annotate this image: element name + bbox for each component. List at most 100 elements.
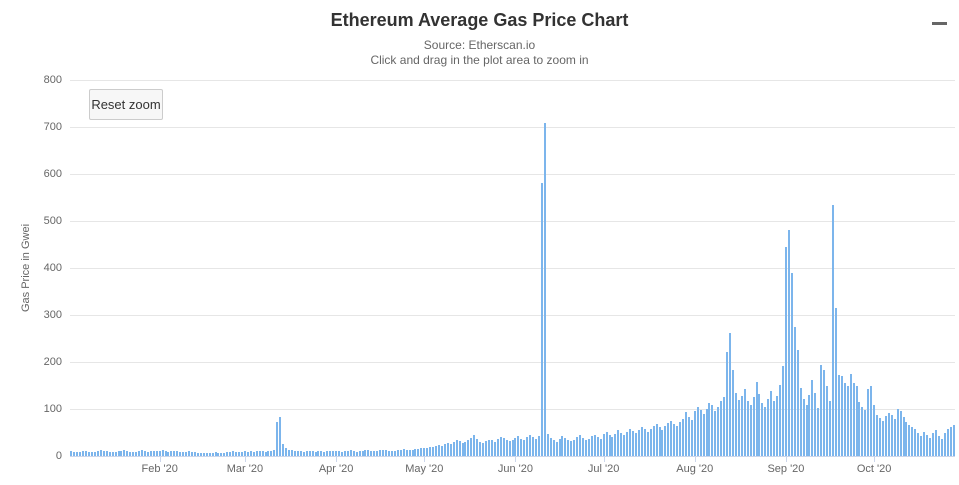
gas-price-bar[interactable] [235, 451, 238, 456]
gas-price-bar[interactable] [91, 452, 94, 456]
gas-price-bar[interactable] [308, 450, 311, 456]
gas-price-bar[interactable] [346, 450, 349, 456]
gas-price-bar[interactable] [252, 451, 255, 456]
gas-price-bar[interactable] [817, 407, 820, 456]
gas-price-bar[interactable] [649, 429, 652, 456]
gas-price-bar[interactable] [911, 426, 914, 456]
gas-price-bar[interactable] [220, 453, 223, 456]
gas-price-bar[interactable] [135, 451, 138, 456]
gas-price-bar[interactable] [73, 451, 76, 456]
gas-price-bar[interactable] [846, 386, 849, 456]
gas-price-bar[interactable] [829, 400, 832, 456]
gas-price-bar[interactable] [717, 407, 720, 456]
gas-price-bar[interactable] [196, 452, 199, 456]
gas-price-bar[interactable] [293, 450, 296, 456]
gas-price-bar[interactable] [793, 326, 796, 456]
gas-price-bar[interactable] [599, 438, 602, 456]
gas-price-bar[interactable] [896, 409, 899, 456]
gas-price-bar[interactable] [520, 439, 523, 456]
gas-price-bar[interactable] [176, 451, 179, 456]
gas-price-bar[interactable] [238, 452, 241, 456]
gas-price-bar[interactable] [661, 429, 664, 456]
gas-price-bar[interactable] [243, 451, 246, 456]
gas-price-bar[interactable] [385, 450, 388, 456]
gas-price-bar[interactable] [282, 443, 285, 456]
gas-price-bar[interactable] [708, 403, 711, 456]
gas-price-bar[interactable] [831, 204, 834, 456]
gas-price-bar[interactable] [114, 451, 117, 456]
gas-price-bar[interactable] [193, 452, 196, 456]
gas-price-bar[interactable] [182, 452, 185, 456]
gas-price-bar[interactable] [634, 433, 637, 456]
gas-price-bar[interactable] [143, 451, 146, 456]
gas-price-bar[interactable] [464, 441, 467, 456]
gas-price-bar[interactable] [881, 420, 884, 456]
gas-price-bar[interactable] [884, 416, 887, 456]
gas-price-bar[interactable] [241, 451, 243, 456]
gas-price-bar[interactable] [370, 450, 373, 456]
gas-price-bar[interactable] [338, 451, 341, 456]
gas-price-bar[interactable] [511, 440, 514, 456]
gas-price-bar[interactable] [167, 451, 170, 456]
gas-price-bar[interactable] [79, 451, 82, 456]
gas-price-bar[interactable] [873, 405, 876, 456]
gas-price-bar[interactable] [564, 437, 567, 456]
gas-price-bar[interactable] [455, 440, 458, 456]
gas-price-bar[interactable] [537, 435, 540, 456]
gas-price-bar[interactable] [120, 450, 123, 456]
gas-price-bar[interactable] [452, 441, 455, 456]
gas-price-bar[interactable] [379, 450, 382, 456]
gas-price-bar[interactable] [585, 440, 587, 456]
gas-price-bar[interactable] [470, 438, 473, 456]
gas-price-bar[interactable] [473, 434, 476, 456]
gas-price-bar[interactable] [117, 451, 120, 456]
gas-price-bar[interactable] [288, 449, 291, 456]
gas-price-bar[interactable] [349, 450, 352, 456]
gas-price-bar[interactable] [864, 409, 867, 456]
gas-price-bar[interactable] [367, 449, 370, 456]
gas-price-bar[interactable] [740, 395, 743, 456]
gas-price-bar[interactable] [823, 369, 826, 456]
gas-price-bar[interactable] [561, 436, 564, 456]
gas-price-bar[interactable] [299, 451, 302, 456]
gas-price-bar[interactable] [296, 451, 299, 456]
gas-price-bar[interactable] [514, 438, 517, 456]
gas-price-bar[interactable] [746, 400, 749, 456]
gas-price-bar[interactable] [620, 432, 623, 456]
gas-price-bar[interactable] [99, 450, 102, 456]
gas-price-bar[interactable] [702, 413, 705, 456]
gas-price-bar[interactable] [849, 373, 852, 456]
gas-price-bar[interactable] [943, 432, 946, 456]
gas-price-bar[interactable] [937, 436, 940, 456]
gas-price-bar[interactable] [629, 428, 632, 456]
gas-price-bar[interactable] [290, 450, 293, 456]
gas-price-bar[interactable] [440, 445, 443, 456]
gas-price-bar[interactable] [802, 398, 805, 456]
gas-price-bar[interactable] [158, 450, 161, 456]
gas-price-bar[interactable] [852, 383, 855, 456]
gas-price-bar[interactable] [749, 405, 752, 456]
gas-price-bar[interactable] [905, 422, 908, 456]
gas-price-bar[interactable] [723, 396, 726, 456]
gas-price-bar[interactable] [85, 450, 88, 456]
gas-price-bar[interactable] [940, 439, 943, 456]
gas-price-bar[interactable] [552, 440, 555, 456]
gas-price-bar[interactable] [758, 393, 761, 456]
gas-price-bar[interactable] [934, 430, 937, 456]
gas-price-bar[interactable] [699, 409, 702, 456]
gas-price-bar[interactable] [784, 246, 787, 456]
gas-price-bar[interactable] [767, 398, 770, 456]
gas-price-bar[interactable] [711, 405, 714, 456]
gas-price-bar[interactable] [655, 424, 658, 456]
gas-price-bar[interactable] [199, 453, 202, 456]
gas-price-bar[interactable] [132, 452, 135, 456]
gas-price-bar[interactable] [658, 427, 661, 456]
gas-price-bar[interactable] [781, 365, 784, 456]
gas-price-bar[interactable] [332, 451, 335, 456]
gas-price-bar[interactable] [508, 440, 511, 456]
gas-price-bar[interactable] [276, 422, 279, 456]
gas-price-bar[interactable] [496, 439, 499, 456]
gas-price-bar[interactable] [926, 434, 929, 456]
gas-price-bar[interactable] [946, 428, 949, 456]
gas-price-bar[interactable] [949, 426, 952, 456]
